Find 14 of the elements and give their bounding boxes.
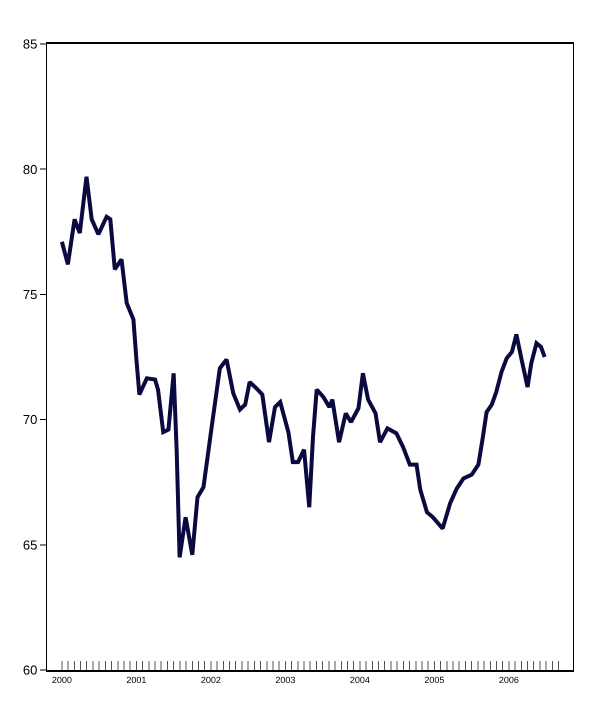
x-tick-label: 2004 — [350, 674, 370, 685]
x-tick-label: 2003 — [275, 674, 296, 685]
y-tick-label: 80 — [22, 162, 38, 177]
x-tick-label: 2005 — [424, 674, 444, 685]
y-tick-label: 75 — [22, 286, 38, 302]
x-tick-label: 2006 — [498, 674, 519, 685]
line-series — [60, 174, 547, 560]
y-tick-label: 65 — [22, 537, 38, 552]
x-tick-label: 2002 — [200, 674, 221, 685]
y-tick-label: 85 — [22, 36, 38, 52]
y-tick-label: 70 — [22, 412, 38, 428]
x-tick-label: 2001 — [126, 674, 146, 685]
x-tick-label: 2000 — [52, 674, 72, 685]
y-tick-label: 60 — [22, 662, 38, 678]
